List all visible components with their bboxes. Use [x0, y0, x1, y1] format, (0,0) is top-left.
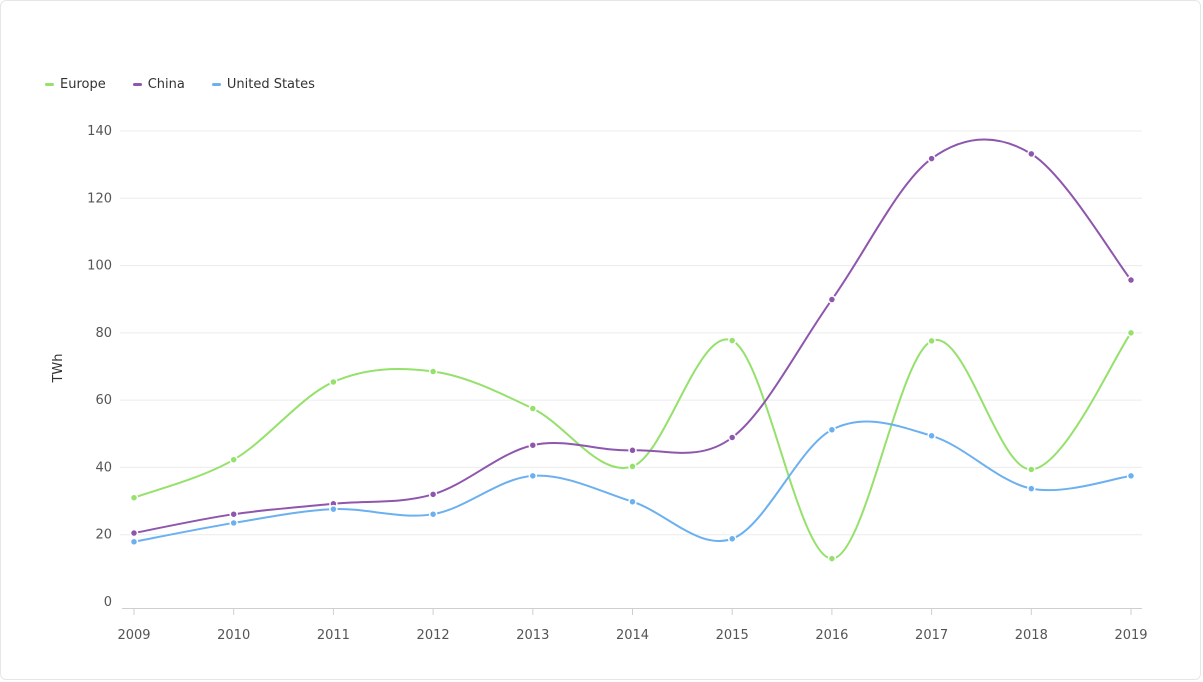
data-point-europe — [229, 455, 238, 464]
x-tick-label: 2012 — [417, 628, 450, 643]
data-point-united-states — [229, 518, 238, 528]
gridlines — [120, 130, 1142, 536]
data-point-europe — [827, 554, 837, 563]
series-lines — [133, 138, 1132, 560]
legend-swatch-china — [132, 82, 142, 86]
data-point-europe — [528, 404, 538, 413]
y-tick-label: 80 — [95, 326, 112, 341]
data-point-europe — [1126, 328, 1136, 338]
y-axis-title: TWh — [51, 353, 66, 383]
data-point-china — [1027, 149, 1036, 159]
y-tick-label: 40 — [95, 460, 112, 475]
data-point-china — [229, 509, 238, 519]
legend-label-china: China — [147, 76, 185, 92]
legend-item-united-states[interactable]: United States — [211, 76, 315, 92]
legend-label-united-states: United States — [226, 76, 315, 92]
x-tick-label: 2009 — [117, 628, 150, 643]
x-tick-label: 2010 — [217, 628, 250, 643]
y-tick-label: 100 — [87, 259, 112, 274]
data-point-united-states — [428, 509, 438, 519]
data-point-europe — [129, 493, 139, 502]
data-point-china — [628, 446, 637, 455]
x-axis: 2009 2010 2011 2012 2013 2014 2015 2016 2017 2018… — [117, 608, 1148, 643]
legend-swatch-united-states — [211, 82, 221, 86]
x-tick-label: 2015 — [716, 628, 749, 643]
data-point-united-states — [329, 504, 338, 514]
data-point-united-states — [129, 537, 139, 547]
y-tick-label: 0 — [104, 595, 112, 610]
data-point-china — [528, 440, 538, 450]
x-tick-label: 2011 — [317, 628, 350, 643]
data-point-china — [927, 154, 936, 163]
data-point-united-states — [927, 431, 936, 441]
y-tick-label: 60 — [95, 393, 112, 408]
y-axis-ticks: 0 20 40 60 80 100 120 140 — [87, 124, 112, 610]
data-point-europe — [927, 336, 936, 346]
x-tick-label: 2018 — [1015, 628, 1048, 643]
data-point-china — [727, 433, 737, 442]
y-tick-label: 140 — [87, 124, 112, 139]
x-tick-label: 2014 — [616, 628, 649, 643]
x-tick-label: 2019 — [1114, 628, 1147, 643]
series-line-united-states — [133, 420, 1132, 543]
data-point-china — [428, 490, 438, 499]
data-point-europe — [727, 336, 737, 345]
data-point-united-states — [1126, 471, 1136, 481]
y-tick-label: 20 — [95, 528, 112, 543]
x-tick-label: 2013 — [516, 628, 549, 643]
series-line-china — [133, 138, 1132, 535]
data-point-united-states — [827, 425, 837, 434]
data-point-united-states — [528, 471, 538, 481]
x-tick-label: 2017 — [915, 628, 948, 643]
data-point-united-states — [628, 497, 637, 506]
x-tick-label: 2016 — [815, 628, 848, 643]
data-point-china — [827, 295, 837, 304]
legend: Europe China United States — [45, 75, 342, 93]
series-line-europe — [133, 332, 1132, 560]
series-points — [129, 149, 1136, 563]
data-point-china — [1126, 275, 1136, 285]
data-point-europe — [428, 367, 438, 376]
legend-swatch-europe — [45, 82, 54, 86]
data-point-europe — [1027, 465, 1036, 474]
legend-item-china[interactable]: China — [132, 76, 185, 92]
data-point-china — [129, 528, 139, 538]
legend-item-europe[interactable]: Europe — [45, 77, 106, 92]
legend-label-europe: Europe — [60, 76, 106, 92]
data-point-united-states — [1027, 484, 1036, 493]
data-point-united-states — [727, 534, 737, 544]
data-point-europe — [628, 462, 637, 471]
y-tick-label: 120 — [87, 191, 112, 206]
data-point-europe — [329, 377, 338, 387]
